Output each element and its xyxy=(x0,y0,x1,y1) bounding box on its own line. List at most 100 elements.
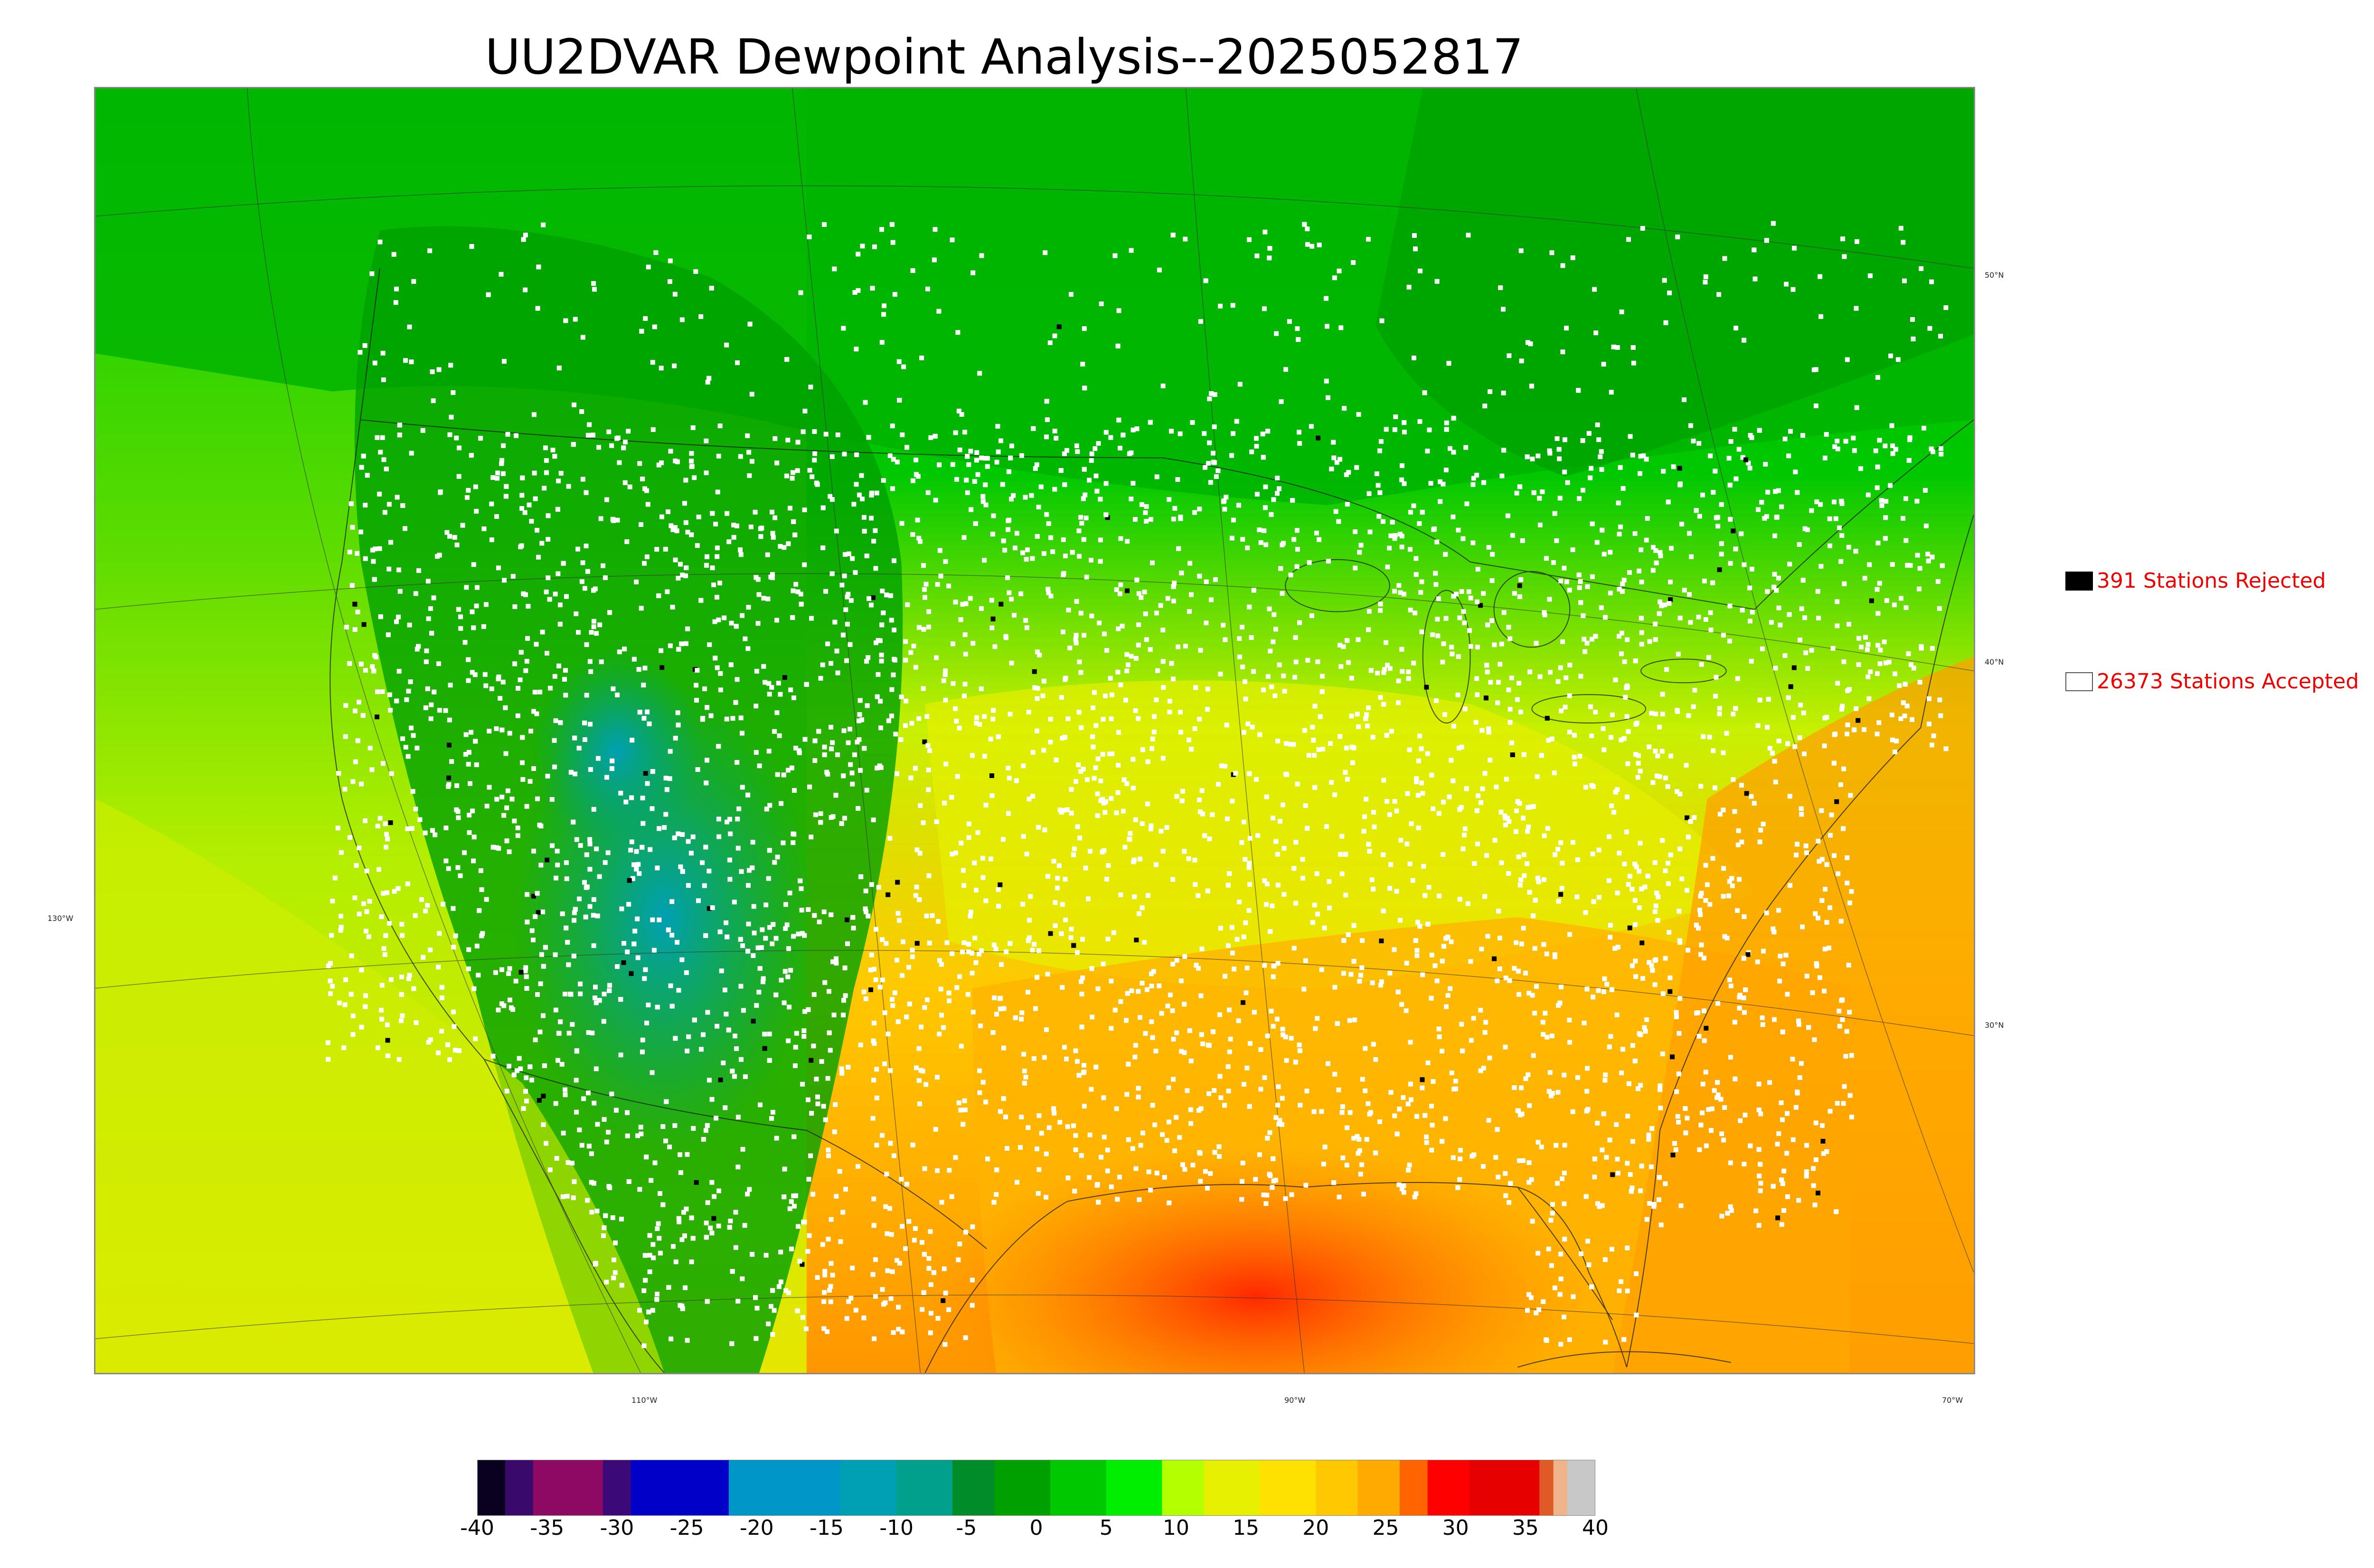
accepted-station-marker xyxy=(408,679,413,685)
accepted-station-marker xyxy=(637,1187,642,1192)
accepted-station-marker xyxy=(1674,1010,1679,1015)
accepted-station-marker xyxy=(961,868,966,873)
accepted-station-marker xyxy=(770,572,775,577)
accepted-station-marker xyxy=(855,1164,860,1169)
accepted-station-marker xyxy=(1632,922,1638,927)
accepted-station-marker xyxy=(792,1203,797,1209)
accepted-station-marker xyxy=(1136,911,1141,916)
accepted-station-marker xyxy=(1760,1022,1765,1027)
accepted-station-marker xyxy=(1876,720,1882,725)
accepted-station-marker xyxy=(826,989,831,994)
accepted-station-marker xyxy=(1278,566,1283,571)
accepted-station-marker xyxy=(619,1283,624,1288)
rejected-station-marker xyxy=(871,595,876,600)
accepted-station-marker xyxy=(1816,915,1820,920)
accepted-station-marker xyxy=(954,985,960,990)
accepted-station-marker xyxy=(1118,536,1123,541)
accepted-station-marker xyxy=(1765,589,1770,594)
accepted-station-marker xyxy=(1559,708,1564,714)
accepted-station-marker xyxy=(950,237,955,243)
accepted-station-marker xyxy=(1937,697,1942,703)
accepted-station-marker xyxy=(1078,670,1083,675)
accepted-station-marker xyxy=(1455,692,1460,697)
accepted-station-marker xyxy=(1728,516,1733,522)
accepted-station-marker xyxy=(524,974,529,979)
accepted-station-marker xyxy=(943,761,949,767)
accepted-station-marker xyxy=(1606,834,1611,839)
accepted-station-marker xyxy=(576,629,581,635)
accepted-station-marker xyxy=(914,472,919,477)
accepted-station-marker xyxy=(1240,1160,1245,1165)
accepted-station-marker xyxy=(587,867,593,872)
accepted-station-marker xyxy=(890,423,895,429)
accepted-station-marker xyxy=(1639,630,1644,635)
accepted-station-marker xyxy=(1645,873,1650,879)
accepted-station-marker xyxy=(359,781,364,787)
accepted-station-marker xyxy=(1562,565,1567,571)
accepted-station-marker xyxy=(419,897,424,902)
accepted-station-marker xyxy=(1314,530,1319,535)
accepted-station-marker xyxy=(935,919,941,924)
accepted-station-marker xyxy=(1756,1108,1762,1113)
accepted-station-marker xyxy=(1349,676,1354,681)
accepted-station-marker xyxy=(1585,1066,1590,1071)
accepted-station-marker xyxy=(1218,303,1223,309)
accepted-station-marker xyxy=(1358,973,1364,978)
accepted-station-marker xyxy=(819,1059,824,1064)
accepted-station-marker xyxy=(1902,714,1907,719)
accepted-station-marker xyxy=(1283,741,1289,746)
accepted-station-marker xyxy=(763,936,768,941)
accepted-station-marker xyxy=(1529,384,1534,389)
accepted-station-marker xyxy=(1369,877,1375,883)
accepted-station-marker xyxy=(1582,1021,1587,1026)
accepted-station-marker xyxy=(1073,1048,1078,1053)
accepted-station-marker xyxy=(1688,819,1693,824)
accepted-station-marker xyxy=(515,825,520,830)
accepted-station-marker xyxy=(774,1136,779,1141)
accepted-station-marker xyxy=(1144,637,1149,642)
accepted-station-marker xyxy=(664,787,669,792)
accepted-station-marker xyxy=(1199,788,1205,793)
accepted-station-marker xyxy=(1601,362,1606,367)
accepted-station-marker xyxy=(1263,484,1268,489)
accepted-station-marker xyxy=(1161,685,1166,690)
accepted-station-marker xyxy=(1401,1095,1406,1100)
accepted-station-marker xyxy=(892,628,897,633)
accepted-station-marker xyxy=(741,1008,746,1013)
accepted-station-marker xyxy=(1106,863,1111,868)
accepted-station-marker xyxy=(1318,714,1323,719)
accepted-station-marker xyxy=(1033,1006,1038,1011)
accepted-station-marker xyxy=(1109,978,1114,984)
accepted-station-marker xyxy=(730,1269,735,1274)
accepted-station-marker xyxy=(642,561,647,566)
accepted-station-marker xyxy=(1534,1310,1539,1315)
accepted-station-marker xyxy=(405,754,411,759)
accepted-station-marker xyxy=(634,849,639,854)
accepted-station-marker xyxy=(1472,861,1477,866)
accepted-station-marker xyxy=(1052,1111,1057,1116)
accepted-station-marker xyxy=(913,893,918,898)
accepted-station-marker xyxy=(1100,797,1105,802)
accepted-station-marker xyxy=(1265,1136,1270,1141)
accepted-station-marker xyxy=(1110,751,1115,756)
accepted-station-marker xyxy=(1715,515,1720,520)
accepted-station-marker xyxy=(806,1177,811,1182)
accepted-station-marker xyxy=(1533,898,1538,903)
accepted-station-marker xyxy=(1040,693,1046,698)
accepted-station-marker xyxy=(669,523,674,528)
accepted-station-marker xyxy=(1167,698,1172,704)
accepted-station-marker xyxy=(1687,592,1692,597)
accepted-station-marker xyxy=(1241,730,1246,735)
accepted-station-marker xyxy=(676,575,681,581)
accepted-station-marker xyxy=(746,605,751,610)
accepted-station-marker xyxy=(1677,846,1683,852)
accepted-station-marker xyxy=(650,769,655,774)
accepted-station-marker xyxy=(1148,1187,1153,1192)
accepted-station-marker xyxy=(1612,946,1618,951)
accepted-station-marker xyxy=(1319,1109,1324,1114)
accepted-station-marker xyxy=(1890,737,1895,742)
accepted-station-marker xyxy=(1218,926,1223,931)
accepted-station-marker xyxy=(1109,796,1114,801)
accepted-station-marker xyxy=(1496,1174,1501,1180)
accepted-station-marker xyxy=(1479,947,1484,952)
